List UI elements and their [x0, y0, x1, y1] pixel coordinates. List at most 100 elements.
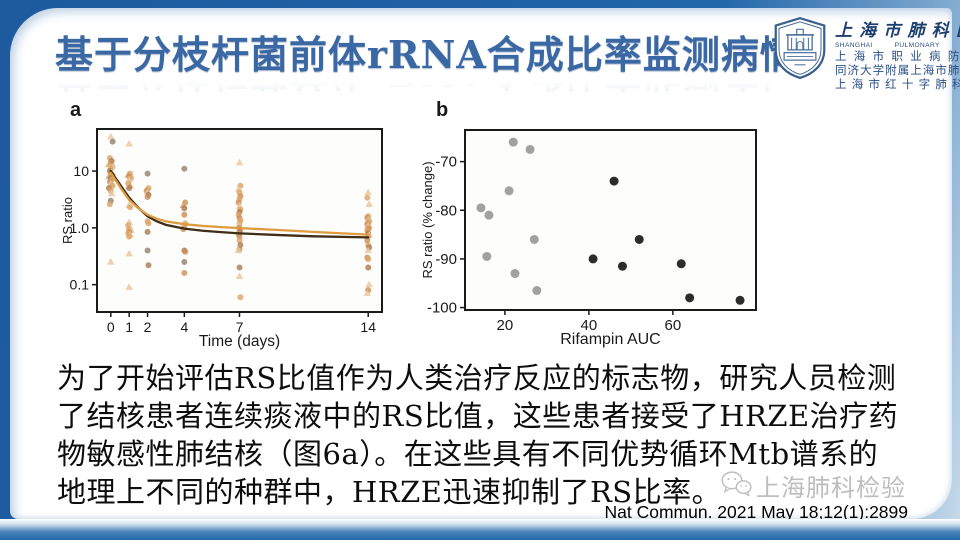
bottom-accent-bar — [0, 519, 960, 540]
citation: Nat Commun. 2021 May 18;12(1):2899 — [604, 502, 909, 522]
y-tick-label: -70 — [435, 154, 457, 171]
x-tick-label: 0 — [107, 319, 115, 335]
watermark: 上海肺科检验 — [720, 468, 906, 503]
data-point — [144, 170, 151, 177]
y-axis-label-b: RS ratio (% change) — [422, 161, 435, 278]
figure-a: a 0 1 2 4 7 14 10 1.0 0.1 Time (days) RS ratio — [60, 99, 402, 350]
wechat-icon — [720, 470, 752, 502]
x-tick-label: 40 — [581, 317, 598, 334]
data-point — [182, 248, 189, 255]
data-point — [609, 176, 619, 186]
x-tick-label: 7 — [236, 319, 244, 335]
y-tick-label: 0.1 — [70, 277, 90, 293]
figure-a-canvas: a 0 1 2 4 7 14 10 1.0 0.1 Time (days) RS ratio — [60, 99, 383, 350]
data-point — [126, 185, 133, 192]
figure-b-canvas: b 20 40 60 -70 -80 -90 -100 Rifampin AUC RS ratio… — [420, 99, 757, 348]
data-point — [125, 249, 133, 257]
data-point — [181, 211, 188, 218]
data-point — [145, 262, 152, 269]
hospital-shield-icon — [772, 16, 828, 85]
hospital-logo: 上海市肺科医院 SHANGHAI PULMONARY HOSPITAL 上海市职… — [772, 16, 960, 91]
x-axis-label-a: Time (days) — [199, 333, 280, 350]
data-point — [181, 165, 188, 172]
y-tick-label: -90 — [435, 251, 457, 268]
data-point — [364, 237, 371, 244]
hospital-logo-text: 上海市肺科医院 SHANGHAI PULMONARY HOSPITAL 上海市职… — [835, 16, 960, 91]
y-axis-label-a: RS ratio — [62, 197, 75, 244]
data-point — [365, 280, 373, 288]
body-line-2: 了结核患者连续痰液中的RS比值，这些患者接受了HRZE治疗药 — [57, 399, 899, 433]
data-point — [235, 158, 244, 166]
data-point — [634, 234, 644, 244]
y-tick-label: -100 — [427, 300, 457, 317]
data-point — [676, 259, 686, 269]
x-tick-label: 4 — [180, 319, 188, 335]
data-point — [484, 210, 494, 220]
body-line-4: 地理上不同的种群中，HRZE迅速抑制了RS比率。 — [57, 475, 722, 509]
hospital-name-en: SHANGHAI PULMONARY HOSPITAL — [835, 42, 960, 49]
data-point — [236, 237, 243, 244]
hospital-sub-line-1: 上海市职业病防治院 — [835, 49, 960, 63]
x-tick-label: 60 — [665, 317, 682, 334]
hospital-name-cn: 上海市肺科医院 — [835, 21, 960, 41]
content-panel: 基于分枝杆菌前体rRNA合成比率监测病情 基于分枝杆菌前体rRNA合成比率监测病… — [10, 8, 960, 522]
data-point — [106, 201, 113, 208]
body-line-1: 为了开始评估RS比值作为人类治疗反应的标志物，研究人员检测 — [57, 361, 897, 395]
data-point — [617, 261, 627, 271]
data-point — [181, 270, 188, 277]
data-point — [482, 251, 492, 261]
data-point — [107, 189, 116, 197]
data-point — [735, 295, 745, 305]
x-tick-label: 14 — [360, 319, 376, 335]
data-point — [181, 259, 188, 266]
data-point — [364, 188, 373, 196]
data-point — [237, 294, 244, 301]
data-point — [365, 200, 373, 207]
data-point — [588, 254, 598, 264]
body-line-3: 物敏感性肺结核（图6a）。在这些具有不同优势循环Mtb谱系的 — [57, 437, 879, 471]
data-point — [234, 246, 243, 254]
data-point — [510, 269, 520, 279]
data-point — [476, 203, 486, 213]
data-point — [125, 283, 133, 290]
figure-b: b 20 40 60 -70 -80 -90 -100 Rifampin AUC RS ratio… — [420, 99, 762, 350]
page-title: 基于分枝杆菌前体rRNA合成比率监测病情 — [55, 32, 799, 77]
data-point — [106, 132, 115, 140]
data-point — [144, 193, 151, 200]
y-tick-label: 10 — [73, 163, 89, 179]
data-point — [125, 139, 133, 147]
x-tick-label: 20 — [497, 317, 514, 334]
y-tick-label: 1.0 — [70, 220, 90, 236]
data-point — [508, 137, 518, 147]
data-point — [532, 286, 542, 296]
data-point — [365, 256, 372, 263]
fit-dark — [109, 169, 370, 239]
y-tick-label: -80 — [435, 202, 457, 219]
data-point — [144, 228, 151, 235]
panel-label-a: a — [70, 100, 82, 121]
data-point — [504, 186, 514, 196]
data-point — [529, 234, 539, 244]
x-tick-label: 1 — [125, 319, 133, 335]
data-point — [685, 293, 695, 303]
fit-orange — [109, 171, 370, 236]
data-point — [109, 138, 116, 145]
data-point — [145, 220, 152, 227]
body-paragraph: 为了开始评估RS比值作为人类治疗反应的标志物，研究人员检测 了结核患者连续痰液中… — [57, 359, 937, 511]
data-point — [127, 204, 134, 211]
hospital-sub-line-3: 上海市红十字肺科医院 — [835, 77, 960, 91]
plot-area-b — [464, 129, 757, 311]
data-point — [106, 258, 115, 265]
data-point — [144, 247, 151, 254]
data-point — [525, 144, 535, 154]
panel-label-b: b — [436, 100, 448, 121]
data-point — [365, 264, 372, 271]
watermark-text: 上海肺科检验 — [756, 474, 906, 502]
title-block: 基于分枝杆菌前体rRNA合成比率监测病情 基于分枝杆菌前体rRNA合成比率监测病… — [55, 24, 799, 103]
data-point — [126, 233, 133, 240]
data-point — [181, 205, 188, 212]
data-point — [363, 289, 372, 297]
data-point — [364, 246, 373, 254]
data-point — [364, 194, 371, 201]
data-point — [235, 272, 244, 279]
